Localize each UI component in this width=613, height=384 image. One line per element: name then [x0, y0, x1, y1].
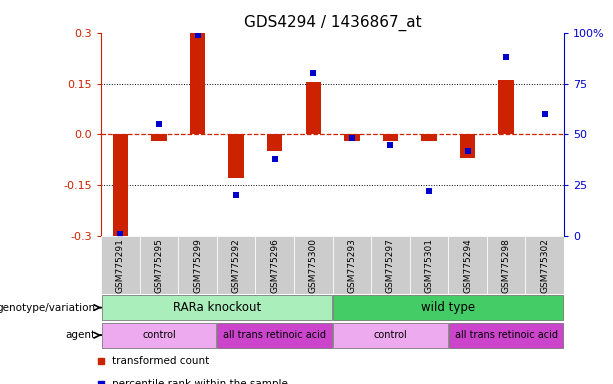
Bar — [344, 134, 360, 141]
Text: RARa knockout: RARa knockout — [173, 301, 261, 314]
Text: all trans retinoic acid: all trans retinoic acid — [455, 330, 558, 340]
Text: GSM775299: GSM775299 — [193, 238, 202, 293]
Text: GSM775296: GSM775296 — [270, 238, 279, 293]
Bar — [525, 236, 564, 294]
Bar — [305, 82, 321, 134]
Text: GSM775291: GSM775291 — [116, 238, 125, 293]
Bar — [371, 236, 409, 294]
Bar — [217, 236, 256, 294]
Bar — [229, 134, 244, 179]
Text: control: control — [142, 330, 176, 340]
Bar — [333, 236, 371, 294]
Text: GSM775292: GSM775292 — [232, 238, 241, 293]
Text: transformed count: transformed count — [112, 356, 210, 366]
Bar — [421, 134, 436, 141]
Text: percentile rank within the sample: percentile rank within the sample — [112, 379, 288, 384]
Text: GSM775294: GSM775294 — [463, 238, 472, 293]
Bar — [498, 80, 514, 134]
Bar — [178, 236, 217, 294]
Text: GSM775298: GSM775298 — [501, 238, 511, 293]
Text: GSM775301: GSM775301 — [424, 238, 433, 293]
Bar — [113, 134, 128, 236]
Text: wild type: wild type — [421, 301, 475, 314]
Bar — [267, 134, 283, 151]
Bar — [333, 295, 563, 320]
Text: all trans retinoic acid: all trans retinoic acid — [223, 330, 326, 340]
Bar — [218, 323, 332, 348]
Bar — [294, 236, 333, 294]
Text: GSM775302: GSM775302 — [540, 238, 549, 293]
Bar — [190, 33, 205, 134]
Bar — [140, 236, 178, 294]
Bar — [487, 236, 525, 294]
Bar — [102, 295, 332, 320]
Bar — [449, 323, 563, 348]
Bar — [383, 134, 398, 141]
Bar — [409, 236, 448, 294]
Bar — [256, 236, 294, 294]
Text: agent: agent — [65, 330, 95, 340]
Text: genotype/variation: genotype/variation — [0, 303, 95, 313]
Bar — [333, 323, 447, 348]
Text: GSM775300: GSM775300 — [309, 238, 318, 293]
Text: GSM775297: GSM775297 — [386, 238, 395, 293]
Bar — [151, 134, 167, 141]
Bar — [448, 236, 487, 294]
Text: GSM775295: GSM775295 — [154, 238, 164, 293]
Title: GDS4294 / 1436867_at: GDS4294 / 1436867_at — [244, 15, 421, 31]
Bar — [102, 323, 216, 348]
Bar — [460, 134, 475, 158]
Bar — [101, 236, 140, 294]
Text: GSM775293: GSM775293 — [348, 238, 356, 293]
Text: control: control — [373, 330, 407, 340]
